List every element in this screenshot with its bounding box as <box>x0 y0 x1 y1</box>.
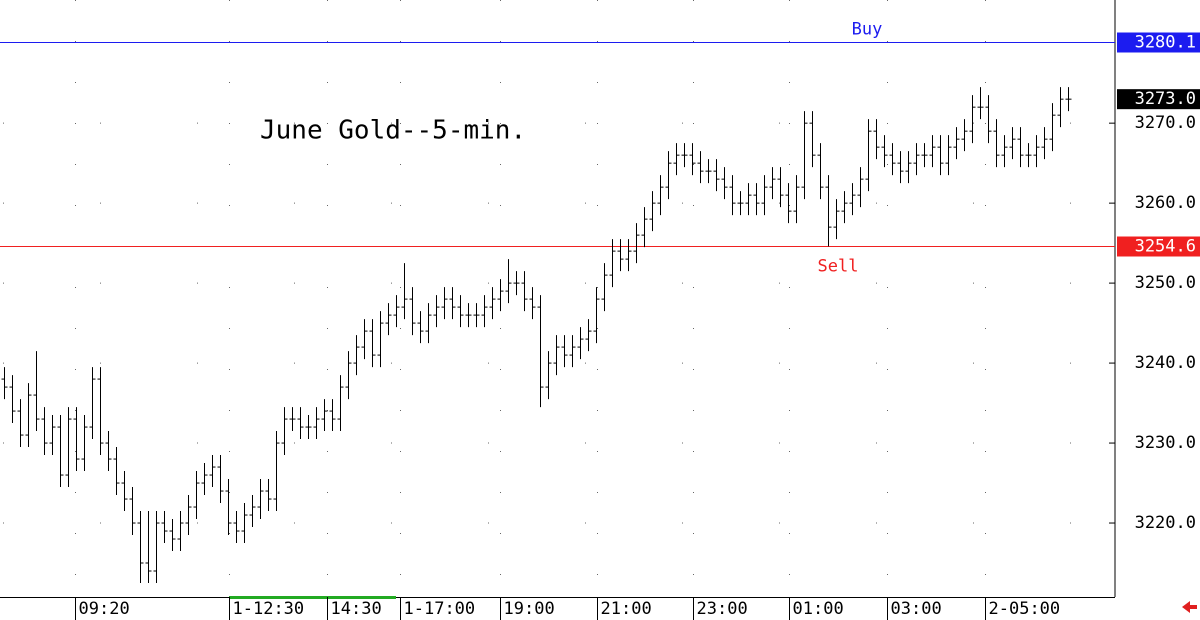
y-tick-label: 3230.0 <box>1135 433 1196 453</box>
y-tick-label: 3260.0 <box>1135 193 1196 213</box>
x-tick-label: 23:00 <box>697 599 748 619</box>
scroll-arrow <box>1182 601 1197 613</box>
x-tick-label: 09:20 <box>79 599 130 619</box>
chart-title: June Gold--5-min. <box>260 116 526 146</box>
x-tick-label: 1-17:00 <box>404 599 476 619</box>
y-tick-label: 3240.0 <box>1135 353 1196 373</box>
x-tick-label: 03:00 <box>891 599 942 619</box>
x-tick-label: 1-12:30 <box>233 599 305 619</box>
y-tick-label: 3270.0 <box>1135 113 1196 133</box>
level-marker <box>1117 32 1200 53</box>
y-tick-label: 3220.0 <box>1135 513 1196 533</box>
y-tick-label: 3250.0 <box>1135 273 1196 293</box>
level-marker <box>1117 236 1200 257</box>
x-tick-label: 21:00 <box>601 599 652 619</box>
level-value: 3280.1 <box>1135 33 1196 53</box>
x-tick-label: 2-05:00 <box>989 599 1061 619</box>
level-value: 3254.6 <box>1135 237 1196 257</box>
last-price-label: 3273.0 <box>1135 89 1196 109</box>
level-name: Sell <box>818 257 859 277</box>
x-tick-label: 14:30 <box>331 599 382 619</box>
last-price-marker <box>1117 89 1200 110</box>
x-tick-label: 01:00 <box>793 599 844 619</box>
level-name: Buy <box>852 20 883 40</box>
x-tick-label: 19:00 <box>504 599 555 619</box>
